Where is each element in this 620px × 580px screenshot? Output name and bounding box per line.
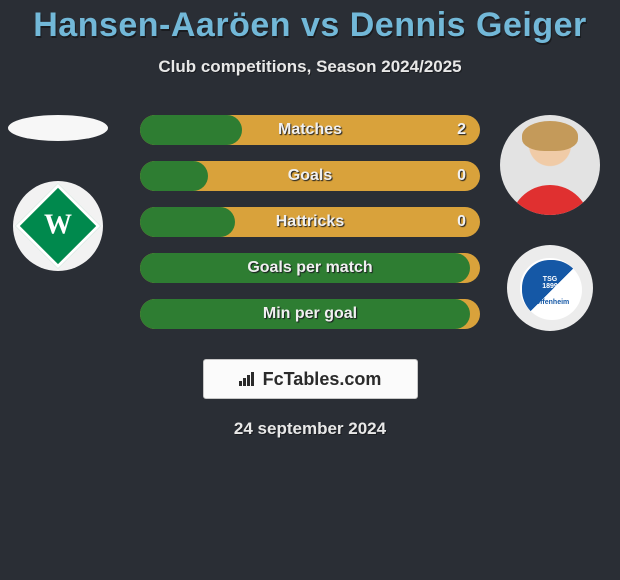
right-player-column: TSG 1899 Hoffenheim <box>500 115 600 331</box>
stat-row: Min per goal <box>140 299 480 329</box>
header: Hansen-Aaröen vs Dennis Geiger Club comp… <box>0 0 620 77</box>
stat-row: Goals0 <box>140 161 480 191</box>
bar-fill <box>140 207 235 237</box>
left-club-badge: W <box>13 181 103 271</box>
left-player-placeholder <box>8 115 108 141</box>
bar-chart-icon <box>239 372 257 386</box>
stat-right-value: 0 <box>457 213 466 231</box>
stat-bars: Matches2 Goals0 Hattricks0 Goals per match M… <box>140 115 480 345</box>
bar-fill <box>140 161 208 191</box>
left-player-column: W <box>8 115 108 271</box>
bar-fill <box>140 253 470 283</box>
brand-label: FcTables.com <box>263 369 382 390</box>
page-title: Hansen-Aaröen vs Dennis Geiger <box>0 6 620 45</box>
right-player-avatar <box>500 115 600 215</box>
bar-fill <box>140 299 470 329</box>
date-label: 24 september 2024 <box>0 419 620 439</box>
right-club-badge: TSG 1899 Hoffenheim <box>507 245 593 331</box>
shield-text-bottom: Hoffenheim <box>531 299 570 306</box>
avatar-hair <box>522 121 578 151</box>
footer: FcTables.com 24 september 2024 <box>0 355 620 439</box>
page-subtitle: Club competitions, Season 2024/2025 <box>0 57 620 77</box>
hoffenheim-shield: TSG 1899 Hoffenheim <box>520 258 580 318</box>
brand-box[interactable]: FcTables.com <box>203 359 418 399</box>
shield-half <box>522 260 582 320</box>
bar-fill <box>140 115 242 145</box>
stat-row: Goals per match <box>140 253 480 283</box>
avatar-shirt <box>510 185 590 215</box>
stat-row: Matches2 <box>140 115 480 145</box>
werder-letter: W <box>44 209 72 241</box>
shield-text-top: TSG 1899 <box>536 276 564 290</box>
stat-right-value: 2 <box>457 121 466 139</box>
stat-row: Hattricks0 <box>140 207 480 237</box>
stat-right-value: 0 <box>457 167 466 185</box>
